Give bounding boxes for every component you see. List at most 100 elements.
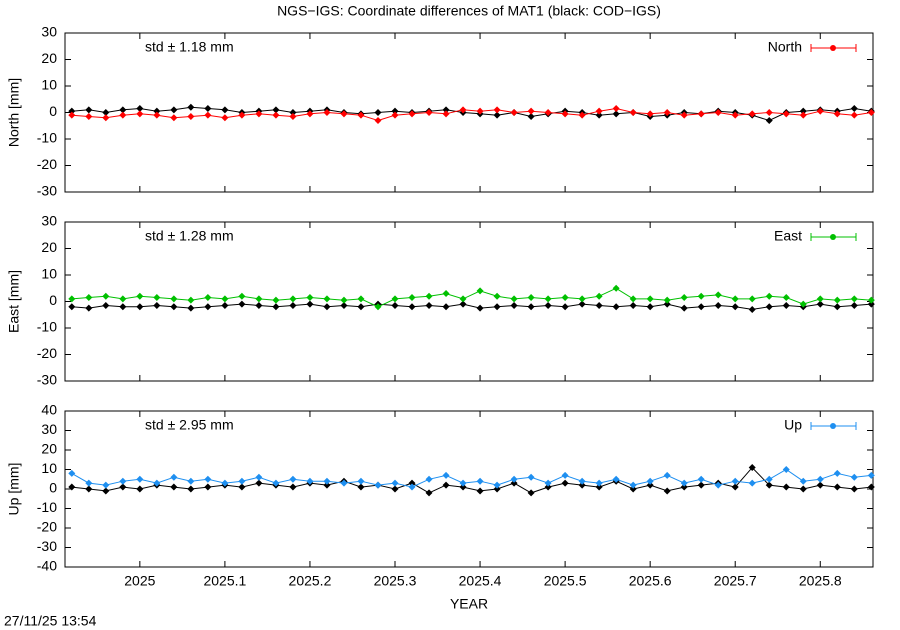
data-point bbox=[238, 111, 246, 119]
data-point bbox=[544, 109, 552, 116]
data-point bbox=[153, 107, 161, 115]
y-tick-label: -20 bbox=[37, 156, 57, 172]
data-point bbox=[306, 294, 314, 302]
data-point bbox=[714, 109, 722, 116]
data-point bbox=[680, 483, 688, 491]
data-point bbox=[493, 303, 501, 311]
legend-label: North bbox=[768, 39, 802, 55]
data-point bbox=[833, 483, 841, 491]
data-point bbox=[850, 485, 858, 493]
data-point bbox=[493, 111, 501, 119]
data-point bbox=[170, 483, 178, 491]
data-point bbox=[204, 111, 212, 119]
data-point bbox=[850, 105, 858, 113]
data-point bbox=[221, 106, 229, 114]
data-point bbox=[102, 481, 110, 489]
data-point bbox=[612, 284, 620, 292]
data-point bbox=[68, 111, 76, 119]
data-point bbox=[782, 110, 790, 118]
data-point bbox=[578, 111, 586, 119]
data-point bbox=[612, 475, 620, 483]
data-point bbox=[748, 110, 756, 118]
y-tick-label: -20 bbox=[37, 519, 57, 535]
std-annotation: std ± 2.95 mm bbox=[145, 417, 234, 433]
std-annotation: std ± 1.18 mm bbox=[145, 39, 234, 55]
data-point bbox=[255, 473, 263, 481]
x-tick-label: 2025.3 bbox=[374, 573, 417, 589]
data-point bbox=[340, 110, 348, 118]
data-point bbox=[714, 291, 722, 299]
y-axis-label: Up [mm] bbox=[6, 463, 22, 516]
data-point bbox=[170, 106, 178, 114]
data-point bbox=[833, 296, 841, 304]
data-point bbox=[102, 292, 110, 300]
data-point bbox=[442, 290, 450, 298]
plot-frame bbox=[64, 410, 874, 568]
data-point bbox=[646, 295, 654, 303]
data-point bbox=[748, 464, 756, 472]
data-point bbox=[391, 485, 399, 493]
std-annotation: std ± 1.28 mm bbox=[145, 228, 234, 244]
data-point bbox=[187, 477, 195, 485]
y-tick-label: -10 bbox=[37, 130, 57, 146]
data-point bbox=[442, 106, 450, 114]
data-point bbox=[663, 471, 671, 479]
data-point bbox=[493, 292, 501, 300]
data-point bbox=[816, 475, 824, 483]
data-point bbox=[425, 475, 433, 483]
data-point bbox=[272, 303, 280, 311]
data-point bbox=[187, 485, 195, 493]
data-point bbox=[357, 477, 365, 485]
data-point bbox=[442, 110, 450, 118]
data-point bbox=[357, 295, 365, 303]
legend-label: Up bbox=[784, 417, 802, 433]
data-point bbox=[136, 110, 144, 118]
data-point bbox=[85, 485, 93, 493]
data-point bbox=[425, 109, 433, 116]
y-axis-label: North [mm] bbox=[6, 78, 22, 147]
data-point bbox=[136, 292, 144, 300]
data-point bbox=[85, 294, 93, 302]
data-point bbox=[119, 295, 127, 303]
y-tick-label: 0 bbox=[49, 103, 57, 119]
data-point bbox=[544, 295, 552, 303]
data-point bbox=[85, 106, 93, 114]
y-tick-label: -10 bbox=[37, 319, 57, 335]
data-point bbox=[119, 111, 127, 119]
data-point bbox=[221, 301, 229, 309]
data-point bbox=[323, 481, 331, 489]
y-tick-label: 20 bbox=[41, 239, 57, 255]
data-point bbox=[425, 301, 433, 309]
data-point bbox=[459, 295, 467, 303]
data-point bbox=[765, 109, 773, 116]
data-point bbox=[527, 489, 535, 497]
data-point bbox=[731, 111, 739, 119]
data-point bbox=[340, 296, 348, 304]
y-tick-label: 10 bbox=[41, 460, 57, 476]
data-point bbox=[289, 109, 297, 116]
data-point bbox=[323, 477, 331, 485]
data-point bbox=[765, 292, 773, 300]
data-point bbox=[391, 111, 399, 119]
y-tick-label: -30 bbox=[37, 538, 57, 554]
data-point bbox=[646, 477, 654, 485]
data-point bbox=[646, 110, 654, 118]
data-point bbox=[578, 477, 586, 485]
data-point bbox=[527, 294, 535, 302]
data-point bbox=[527, 473, 535, 481]
x-tick-label: 2025.5 bbox=[544, 573, 587, 589]
data-point bbox=[170, 295, 178, 303]
data-point bbox=[476, 487, 484, 495]
data-point bbox=[102, 301, 110, 309]
data-point bbox=[510, 475, 518, 483]
data-point bbox=[323, 109, 331, 116]
x-tick-label: 2025.6 bbox=[629, 573, 672, 589]
data-point bbox=[561, 303, 569, 311]
data-point bbox=[867, 483, 875, 491]
data-point bbox=[272, 111, 280, 119]
data-point bbox=[272, 296, 280, 304]
x-tick-label: 2025.2 bbox=[289, 573, 332, 589]
data-point bbox=[238, 483, 246, 491]
data-point bbox=[629, 485, 637, 493]
data-point bbox=[544, 483, 552, 491]
